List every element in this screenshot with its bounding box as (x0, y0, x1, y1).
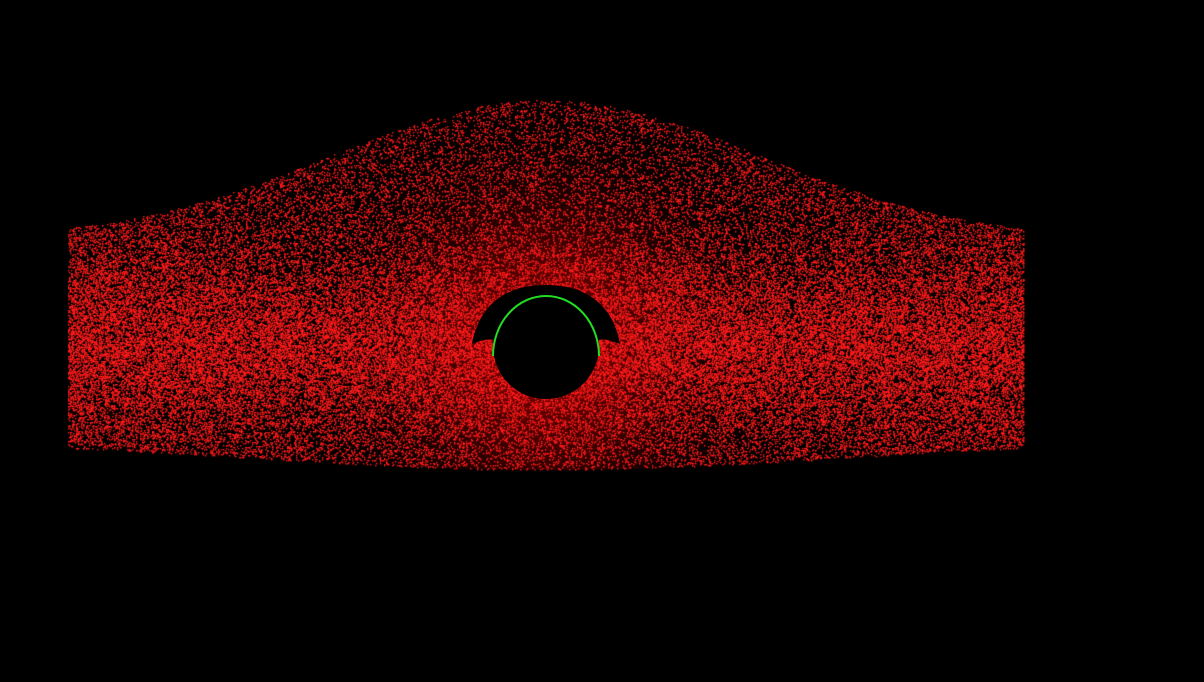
accretion-disk-canvas (0, 0, 1204, 682)
render-viewport (0, 0, 1204, 682)
